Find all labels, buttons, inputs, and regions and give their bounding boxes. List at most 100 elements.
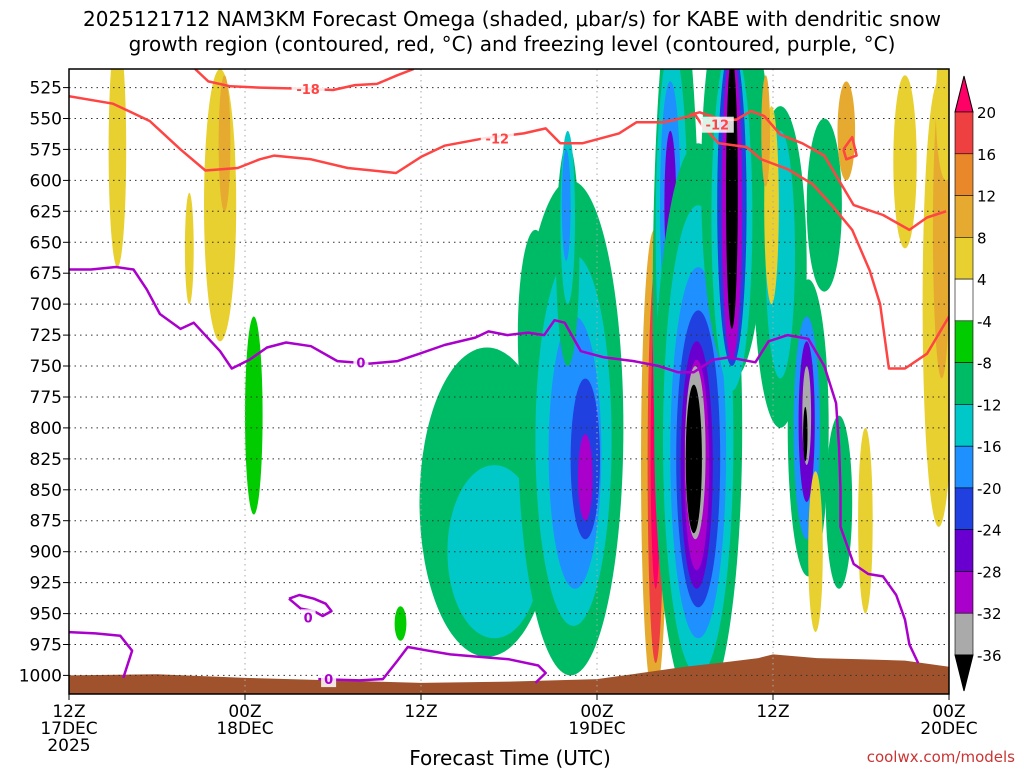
y-tick-label-550: 550 xyxy=(30,110,62,130)
colorbar-label-6: -8 xyxy=(977,355,992,373)
colorbar-segment-1 xyxy=(954,153,974,196)
contours: -18 -12 -12 0 0 0 xyxy=(69,69,949,688)
colorbar-segment-7 xyxy=(954,404,974,447)
y-tick-label-625: 625 xyxy=(30,202,62,222)
freezing-level-contour-label-bg xyxy=(353,354,369,371)
x-tick-label-48-0: 12Z xyxy=(756,702,789,722)
colorbar-segment-4 xyxy=(954,278,974,322)
y-tick-label-725: 725 xyxy=(30,326,62,346)
omega-patch-5 xyxy=(394,606,407,641)
freezing-level-contour-low xyxy=(69,630,134,679)
colorbar-label-1: 16 xyxy=(977,146,996,164)
colorbar-top-arrow xyxy=(954,75,974,113)
y-tick-label-600: 600 xyxy=(30,171,62,191)
colorbar-label-5: -4 xyxy=(977,313,992,331)
freezing-level-contour-bottom xyxy=(318,645,547,684)
minus-12-contour xyxy=(69,94,949,370)
x-tick-label-24-0: 12Z xyxy=(404,702,437,722)
minus-12-contour-top-label-bg xyxy=(700,116,734,133)
omega-patch-49 xyxy=(806,118,842,292)
colorbar-label-4: 4 xyxy=(977,271,987,289)
chart-title-line2: growth region (contoured, red, °C) and f… xyxy=(129,32,896,56)
y-tick-label-575: 575 xyxy=(30,140,62,160)
y-tick-label-950: 950 xyxy=(30,605,62,625)
colorbar-segment-3 xyxy=(954,237,974,280)
y-tick-label-750: 750 xyxy=(30,357,62,377)
x-axis-label: Forecast Time (UTC) xyxy=(409,746,611,768)
x-tick-label-0-0: 12Z xyxy=(52,702,85,722)
omega-patch-0 xyxy=(108,69,127,267)
y-tick-label-650: 650 xyxy=(30,233,62,253)
terrain xyxy=(69,654,949,694)
freezing-level-contour-label: 0 xyxy=(356,356,365,371)
colorbar-label-9: -20 xyxy=(977,480,1002,498)
omega-patch-36 xyxy=(726,69,738,329)
minus-12-contour-loop xyxy=(842,135,858,161)
omega-patch-50 xyxy=(837,81,856,181)
credit-text: coolwx.com/models xyxy=(867,748,1015,766)
colorbar-label-11: -28 xyxy=(977,564,1002,582)
x-tick-label-36-1: 19DEC xyxy=(568,719,625,739)
y-tick-label-825: 825 xyxy=(30,450,62,470)
freezing-level-contour xyxy=(69,265,920,664)
y-tick-label-775: 775 xyxy=(30,388,62,408)
y-tick-label-800: 800 xyxy=(30,419,62,439)
omega-patch-13 xyxy=(578,434,593,521)
colorbar-label-10: -24 xyxy=(977,522,1002,540)
colorbar: 20 16 12 8 4 -4 -8 -12 -16 -20 -24 -28 -32 -36 xyxy=(954,75,1002,692)
omega-patch-7 xyxy=(447,465,542,639)
x-tick-label-12-1: 18DEC xyxy=(216,719,273,739)
y-axis: 525 550 575 600 625 650 675 700 725 750 775 800 825 8… xyxy=(19,79,69,686)
minus-12-contour-label: -12 xyxy=(486,132,510,147)
colorbar-label-8: -16 xyxy=(977,438,1002,456)
freezing-level-contour-loop-label: 0 xyxy=(304,611,313,626)
plot-frame xyxy=(68,68,950,695)
colorbar-bottom-arrow xyxy=(954,654,974,692)
omega-patch-47 xyxy=(808,471,823,633)
y-tick-label-900: 900 xyxy=(30,543,62,563)
colorbar-segment-0 xyxy=(954,111,974,155)
y-tick-label-675: 675 xyxy=(30,264,62,284)
colorbar-label-3: 8 xyxy=(977,229,987,247)
x-tick-label-12-0: 00Z xyxy=(228,702,261,722)
x-tick-label-0-2: 2025 xyxy=(47,736,90,756)
y-tick-label-1000: 1000 xyxy=(19,666,62,686)
colorbar-segment-11 xyxy=(954,571,974,614)
freezing-level-contour-loop-label-bg xyxy=(300,609,316,626)
y-tick-label-850: 850 xyxy=(30,481,62,501)
x-tick-label-36-0: 00Z xyxy=(580,702,613,722)
colorbar-segment-9 xyxy=(954,487,974,530)
x-tick-label-60-0: 00Z xyxy=(932,702,965,722)
minus-12-contour-label-bg xyxy=(480,130,514,147)
minus-18-contour-label: -18 xyxy=(296,83,320,98)
freezing-level-contour-bottom-label: 0 xyxy=(324,673,333,688)
terrain-fill xyxy=(69,654,949,694)
colorbar-label-7: -12 xyxy=(977,396,1002,414)
omega-patch-3 xyxy=(184,192,194,305)
omega-patch-55 xyxy=(935,69,949,181)
y-tick-label-525: 525 xyxy=(30,79,62,99)
colorbar-segment-2 xyxy=(954,195,974,238)
colorbar-label-0: 20 xyxy=(977,104,996,122)
omega-patch-16 xyxy=(561,149,571,261)
x-tick-label-60-1: 20DEC xyxy=(920,719,977,739)
colorbar-segment-12 xyxy=(954,612,974,656)
colorbar-segment-10 xyxy=(954,529,974,572)
omega-patch-4 xyxy=(245,316,263,515)
omega-patch-51 xyxy=(858,427,873,614)
y-tick-label-700: 700 xyxy=(30,295,62,315)
colorbar-label-13: -36 xyxy=(977,647,1002,665)
colorbar-label-2: 12 xyxy=(977,188,996,206)
omega-patch-46 xyxy=(803,406,808,462)
chart-title-line1: 2025121712 NAM3KM Forecast Omega (shaded… xyxy=(83,7,941,31)
colorbar-label-12: -32 xyxy=(977,605,1002,623)
omega-patch-41 xyxy=(761,75,771,187)
freezing-level-contour-bottom-label-bg xyxy=(321,671,337,688)
plot-area: -18 -12 -12 0 0 0 xyxy=(69,69,949,694)
y-tick-label-875: 875 xyxy=(30,512,62,532)
omega-patch-31 xyxy=(685,384,702,534)
colorbar-segment-5 xyxy=(954,320,974,363)
minus-18-contour-label-bg xyxy=(291,80,325,97)
